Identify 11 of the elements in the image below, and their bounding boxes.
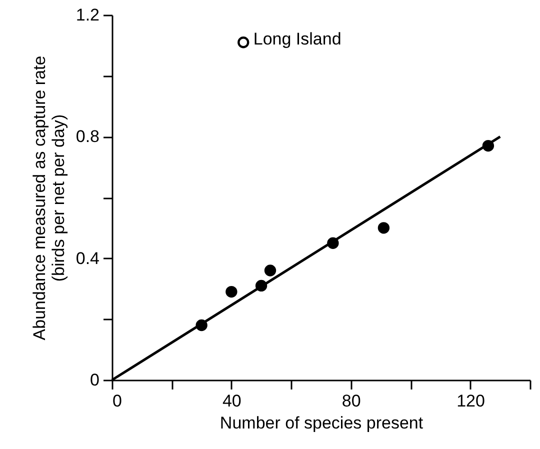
y-axis-title: Abundance measured as capture rate (birds per net per day) bbox=[30, 56, 68, 340]
x-tick-label: 0 bbox=[112, 392, 122, 410]
y-tick-label: 1.2 bbox=[76, 6, 100, 24]
x-tick-label: 80 bbox=[342, 392, 361, 410]
y-tick-label: 0.8 bbox=[76, 127, 100, 146]
y-tick-label: 0 bbox=[90, 370, 100, 390]
y-tick-label: 0.4 bbox=[76, 248, 100, 268]
series-label: Long Island bbox=[253, 29, 342, 48]
x-axis-title: Number of species present bbox=[220, 414, 424, 432]
x-tick-label: 40 bbox=[222, 392, 242, 410]
x-tick-label: 120 bbox=[456, 392, 485, 410]
